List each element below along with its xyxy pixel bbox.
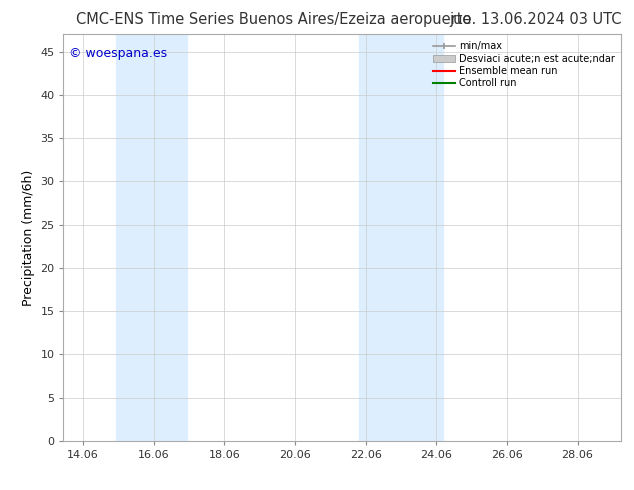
- Text: CMC-ENS Time Series Buenos Aires/Ezeiza aeropuerto: CMC-ENS Time Series Buenos Aires/Ezeiza …: [76, 12, 472, 27]
- Text: © woespana.es: © woespana.es: [69, 47, 167, 59]
- Bar: [117, 34, 187, 441]
- Bar: [359, 34, 443, 441]
- Text: jue. 13.06.2024 03 UTC: jue. 13.06.2024 03 UTC: [449, 12, 621, 27]
- Legend: min/max, Desviaci acute;n est acute;ndar, Ensemble mean run, Controll run: min/max, Desviaci acute;n est acute;ndar…: [431, 39, 616, 90]
- Y-axis label: Precipitation (mm/6h): Precipitation (mm/6h): [22, 170, 35, 306]
